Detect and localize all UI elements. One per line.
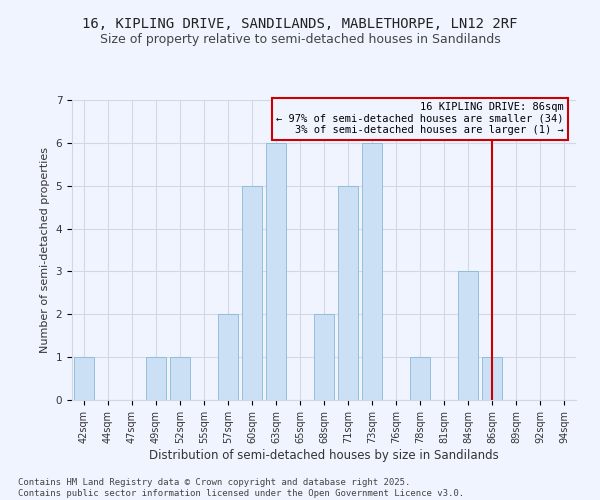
X-axis label: Distribution of semi-detached houses by size in Sandilands: Distribution of semi-detached houses by … [149,448,499,462]
Bar [314,314,334,400]
Bar [266,143,286,400]
Bar [410,357,430,400]
Text: 16, KIPLING DRIVE, SANDILANDS, MABLETHORPE, LN12 2RF: 16, KIPLING DRIVE, SANDILANDS, MABLETHOR… [82,18,518,32]
Bar [458,272,478,400]
Bar [74,357,94,400]
Text: 16 KIPLING DRIVE: 86sqm
← 97% of semi-detached houses are smaller (34)
3% of sem: 16 KIPLING DRIVE: 86sqm ← 97% of semi-de… [277,102,564,136]
Bar [338,186,358,400]
Bar [362,143,382,400]
Bar [146,357,166,400]
Text: Contains HM Land Registry data © Crown copyright and database right 2025.
Contai: Contains HM Land Registry data © Crown c… [18,478,464,498]
Bar [242,186,262,400]
Y-axis label: Number of semi-detached properties: Number of semi-detached properties [40,147,50,353]
Bar [482,357,502,400]
Text: Size of property relative to semi-detached houses in Sandilands: Size of property relative to semi-detach… [100,32,500,46]
Bar [218,314,238,400]
Bar [170,357,190,400]
